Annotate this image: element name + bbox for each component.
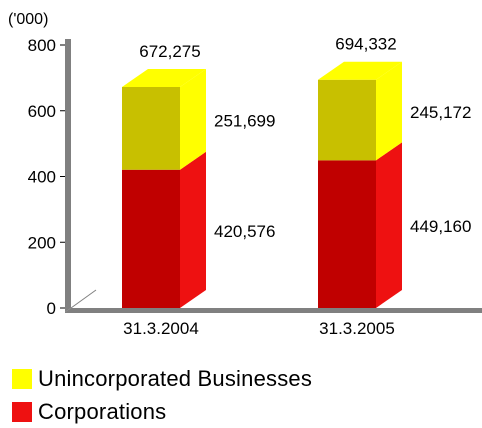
- y-axis: [65, 39, 71, 312]
- bar-front-corporations: [122, 169, 180, 308]
- y-tick-label: 600: [28, 102, 56, 121]
- bar-side-unincorporated: [180, 68, 206, 170]
- legend-swatch-corporations: [12, 401, 32, 422]
- bar-side-corporations: [376, 142, 402, 308]
- data-label-total: 672,275: [139, 42, 200, 61]
- data-label-corporations: 449,160: [410, 217, 471, 236]
- x-category-label: 31.3.2004: [123, 319, 199, 338]
- bar-top-unincorporated: [318, 61, 402, 80]
- y-tick-label: 800: [28, 36, 56, 55]
- legend-item-corporations: Corporations: [12, 395, 312, 428]
- y-tick-label: 200: [28, 233, 56, 252]
- data-label-total: 694,332: [335, 35, 396, 54]
- bar-side-corporations: [180, 151, 206, 308]
- x-axis: [65, 308, 482, 313]
- bar-top-unincorporated: [122, 68, 206, 87]
- data-label-unincorporated: 245,172: [410, 103, 471, 122]
- chart-legend: Unincorporated Businesses Corporations: [12, 362, 312, 428]
- y-tick-label: 400: [28, 168, 56, 187]
- bar-side-unincorporated: [376, 61, 402, 161]
- legend-item-unincorporated: Unincorporated Businesses: [12, 362, 312, 395]
- data-label-corporations: 420,576: [214, 222, 275, 241]
- x-category-label: 31.3.2005: [319, 319, 395, 338]
- stacked-bar-chart: 0 200 400 600 800 ('000) 420,576 251,699 672,275…: [8, 11, 482, 338]
- legend-label-corporations: Corporations: [38, 398, 167, 424]
- floor-depth-line: [70, 289, 97, 309]
- legend-swatch-unincorporated: [12, 368, 32, 389]
- y-tick-label: 0: [47, 299, 56, 318]
- bar-front-corporations: [318, 160, 376, 308]
- bar-front-unincorporated: [122, 86, 180, 170]
- legend-label-unincorporated: Unincorporated Businesses: [38, 365, 313, 391]
- bar-front-unincorporated: [318, 79, 376, 161]
- data-label-unincorporated: 251,699: [214, 111, 275, 130]
- y-unit-label: ('000): [8, 11, 48, 28]
